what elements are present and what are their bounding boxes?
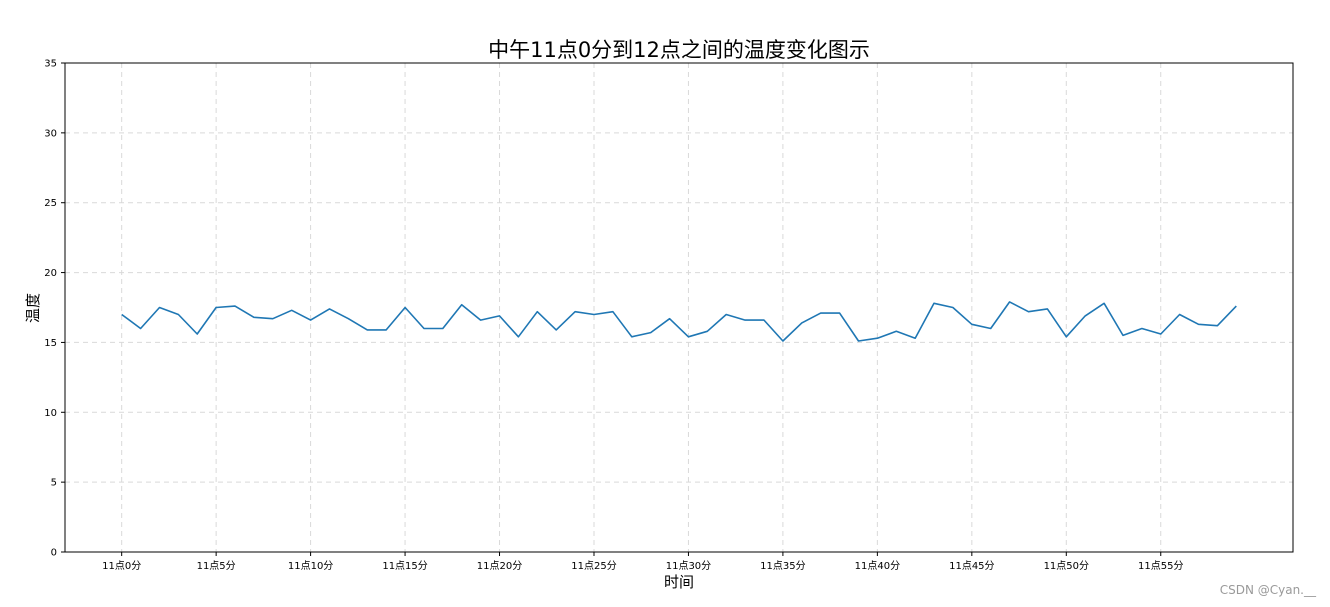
grid [65,63,1293,552]
y-tick-label: 20 [44,268,57,279]
x-axis: 11点0分 11点5分 11点10分 11点15分 11点20分 11点25分 11点30分… [102,552,1183,572]
x-axis-label: 时间 [664,573,694,591]
x-tick-label: 11点25分 [571,560,616,572]
x-tick-label: 11点15分 [382,560,427,572]
x-tick-label: 11点30分 [666,560,711,572]
y-tick-label: 35 [44,59,57,70]
y-tick-label: 10 [44,408,57,419]
plot-frame [64,62,1294,553]
y-tick-label: 0 [51,548,57,559]
x-tick-label: 11点0分 [102,560,141,572]
series-layer [121,301,1237,342]
y-tick-label: 30 [44,128,57,139]
x-tick-label: 11点5分 [197,560,236,572]
x-tick-label: 11点35分 [760,560,805,572]
y-tick-label: 15 [44,338,57,349]
temperature-line [121,301,1237,342]
chart-title: 中午11点0分到12点之间的温度变化图示 [488,38,870,62]
y-axis: 0 5 10 15 20 25 30 35 [44,59,65,559]
y-axis-label: 温度 [24,293,42,323]
x-tick-label: 11点50分 [1044,560,1089,572]
y-tick-label: 5 [51,478,57,489]
watermark: CSDN @Cyan.__ [1219,583,1316,597]
x-tick-label: 11点55分 [1138,560,1183,572]
x-tick-label: 11点45分 [949,560,994,572]
y-tick-label: 25 [44,198,57,209]
x-tick-label: 11点10分 [288,560,333,572]
x-tick-label: 11点40分 [855,560,900,572]
x-tick-label: 11点20分 [477,560,522,572]
